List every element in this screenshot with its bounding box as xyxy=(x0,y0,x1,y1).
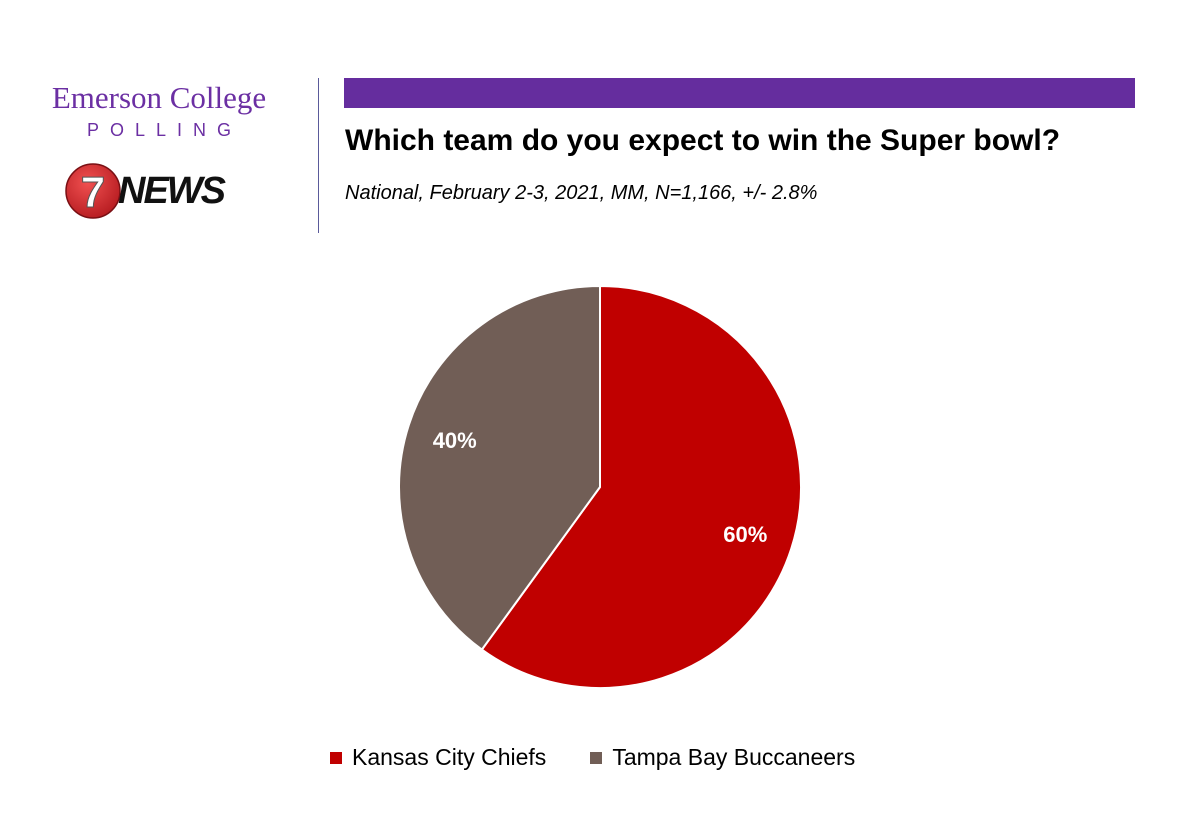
legend-label-tampa-bay-buccaneers: Tampa Bay Buccaneers xyxy=(612,744,856,770)
header-accent-bar xyxy=(344,78,1135,108)
pie-slice-kansas-city-chiefs xyxy=(480,284,802,689)
emerson-college-polling-logo: Emerson College POLLING xyxy=(24,80,294,141)
7news-logo: 7 NEWS xyxy=(64,162,244,222)
emerson-logo-sub: POLLING xyxy=(86,120,243,140)
chart-subtitle: National, February 2-3, 2021, MM, N=1,16… xyxy=(345,182,818,204)
pie-label-kansas-city-chiefs: 60% xyxy=(723,522,767,547)
header-divider xyxy=(318,78,319,233)
chart-legend: Kansas City Chiefs Tampa Bay Buccaneers xyxy=(330,744,899,771)
legend-swatch-kansas-city-chiefs xyxy=(330,751,342,764)
7news-text: NEWS xyxy=(118,170,226,212)
7news-number: 7 xyxy=(81,168,105,217)
pie-slice-tampa-bay-buccaneers xyxy=(398,284,601,652)
emerson-logo-name: Emerson College xyxy=(51,80,267,115)
pie-label-tampa-bay-buccaneers: 40% xyxy=(433,428,477,453)
legend-swatch-tampa-bay-buccaneers xyxy=(590,751,603,764)
chart-title: Which team do you expect to win the Supe… xyxy=(345,124,1061,157)
7news-circle-icon: 7 xyxy=(65,163,121,219)
legend-item-tampa-bay-buccaneers: Tampa Bay Buccaneers xyxy=(590,744,855,771)
legend-label-kansas-city-chiefs: Kansas City Chiefs xyxy=(352,744,547,770)
legend-item-kansas-city-chiefs: Kansas City Chiefs xyxy=(330,744,546,771)
